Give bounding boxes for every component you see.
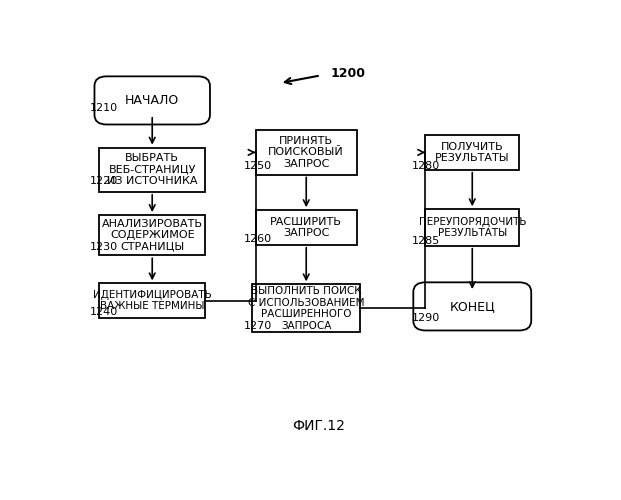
Text: 1290: 1290 [412,313,440,323]
Text: 1270: 1270 [243,320,272,330]
FancyBboxPatch shape [425,135,519,170]
FancyBboxPatch shape [256,210,356,245]
Text: НАЧАЛО: НАЧАЛО [125,94,179,107]
FancyBboxPatch shape [252,284,360,333]
Text: 1240: 1240 [89,307,118,317]
Text: 1260: 1260 [243,234,272,244]
Text: ПРИНЯТЬ
ПОИСКОВЫЙ
ЗАПРОС: ПРИНЯТЬ ПОИСКОВЫЙ ЗАПРОС [268,136,344,169]
FancyBboxPatch shape [425,209,519,246]
Text: 1220: 1220 [89,176,118,186]
Text: 1200: 1200 [330,67,365,80]
FancyBboxPatch shape [94,76,210,124]
Text: АНАЛИЗИРОВАТЬ
СОДЕРЖИМОЕ
СТРАНИЦЫ: АНАЛИЗИРОВАТЬ СОДЕРЖИМОЕ СТРАНИЦЫ [102,218,202,252]
FancyBboxPatch shape [99,148,205,192]
Text: ИДЕНТИФИЦИРОВАТЬ
ВАЖНЫЕ ТЕРМИНЫ: ИДЕНТИФИЦИРОВАТЬ ВАЖНЫЕ ТЕРМИНЫ [93,290,212,312]
FancyBboxPatch shape [99,284,205,318]
Text: 1250: 1250 [243,161,272,171]
Text: 1285: 1285 [412,236,440,246]
Text: ПЕРЕУПОРЯДОЧИТЬ
РЕЗУЛЬТАТЫ: ПЕРЕУПОРЯДОЧИТЬ РЕЗУЛЬТАТЫ [419,216,526,238]
FancyBboxPatch shape [99,215,205,256]
FancyBboxPatch shape [256,130,356,174]
Text: КОНЕЦ: КОНЕЦ [450,300,495,313]
Text: 1210: 1210 [89,103,118,113]
Text: ПОЛУЧИТЬ
РЕЗУЛЬТАТЫ: ПОЛУЧИТЬ РЕЗУЛЬТАТЫ [435,142,510,163]
Text: РАСШИРИТЬ
ЗАПРОС: РАСШИРИТЬ ЗАПРОС [270,216,342,238]
FancyBboxPatch shape [414,282,531,331]
Text: ФИГ.12: ФИГ.12 [292,419,345,432]
Text: ВЫПОЛНИТЬ ПОИСК
С ИСПОЛЬЗОВАНИЕМ
РАСШИРЕННОГО
ЗАПРОСА: ВЫПОЛНИТЬ ПОИСК С ИСПОЛЬЗОВАНИЕМ РАСШИРЕ… [248,286,365,331]
Text: 1280: 1280 [412,161,440,171]
Text: ВЫБРАТЬ
ВЕБ-СТРАНИЦУ
ИЗ ИСТОЧНИКА: ВЫБРАТЬ ВЕБ-СТРАНИЦУ ИЗ ИСТОЧНИКА [107,153,197,186]
Text: 1230: 1230 [89,242,118,252]
